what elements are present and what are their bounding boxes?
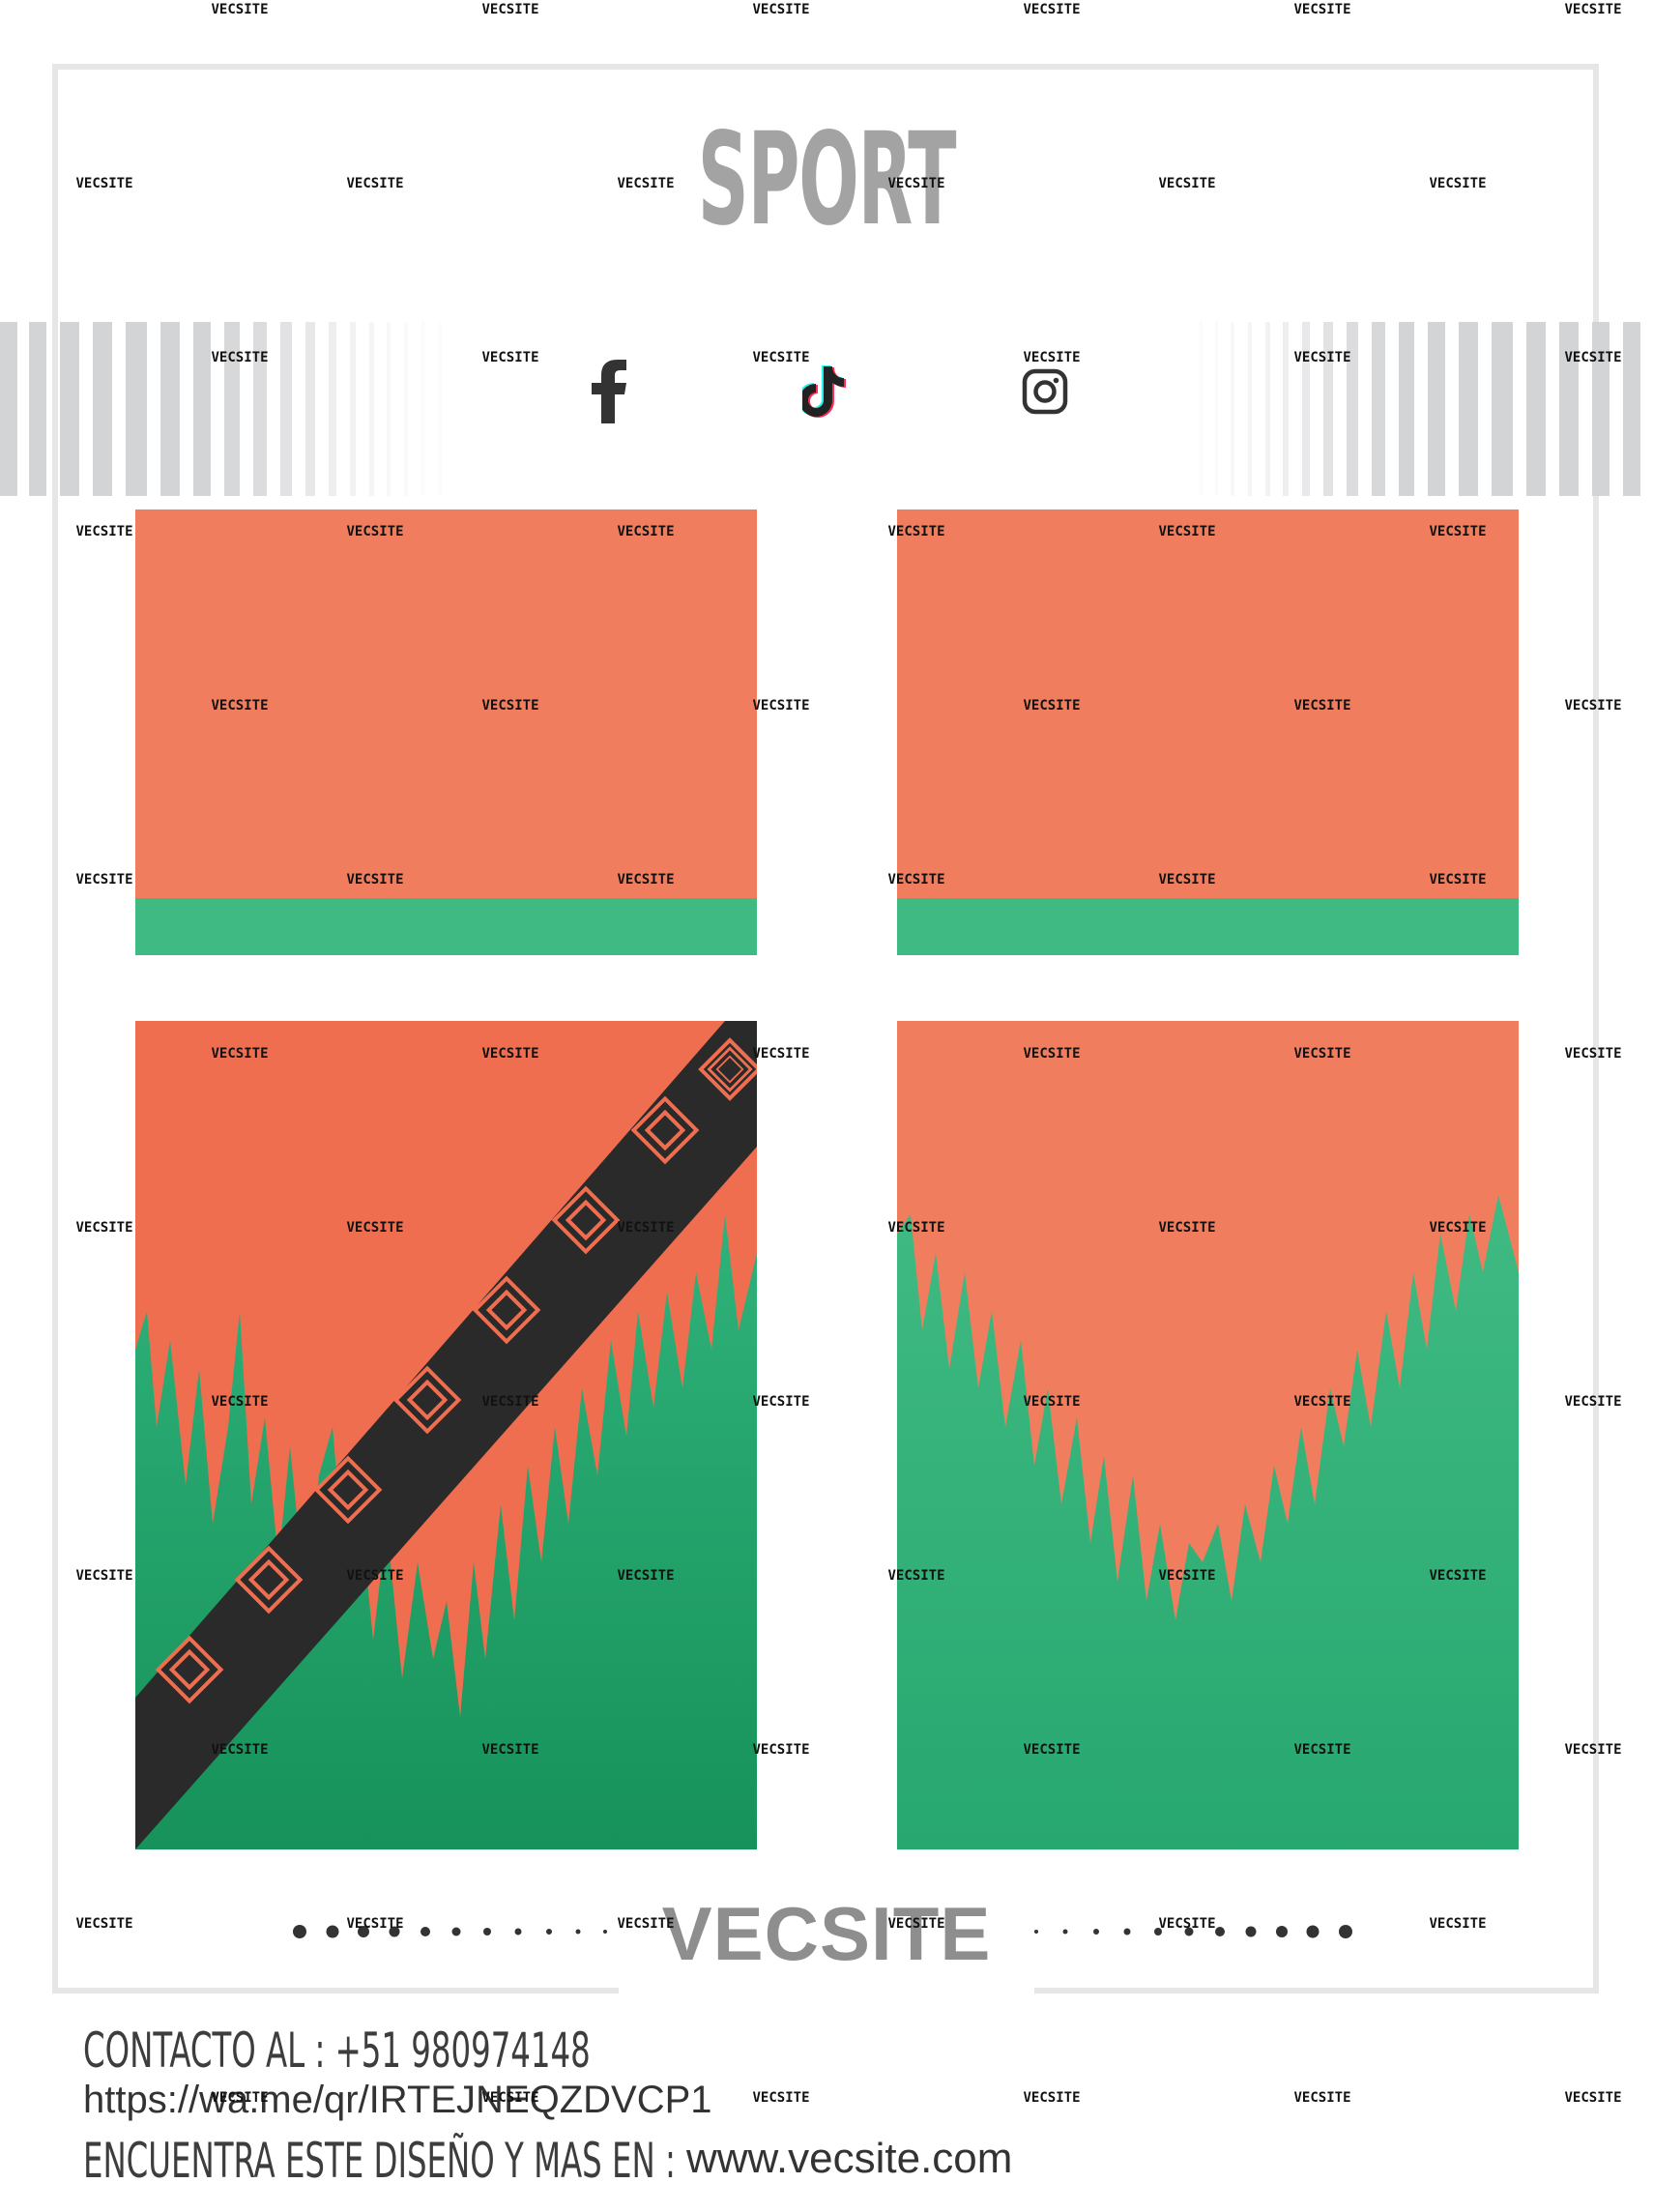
watermark-text: VECSITE	[1293, 2090, 1351, 2106]
find-design-label: ENCUENTRA ESTE DISEÑO Y MAS EN :	[83, 2133, 676, 2189]
page-title: SPORT	[697, 105, 957, 254]
bottom-left-panel	[135, 1021, 757, 1849]
dotted-divider	[293, 1925, 1352, 1938]
top-right-panel	[897, 509, 1519, 955]
watermark-text: VECSITE	[1564, 2090, 1622, 2106]
stripe-band-left	[0, 322, 442, 496]
top-left-panel	[135, 509, 757, 955]
watermark-text: VECSITE	[752, 2, 810, 17]
frame-gap	[619, 1982, 1034, 2001]
watermark-text: VECSITE	[1023, 2090, 1081, 2106]
bottom-right-panel	[897, 1021, 1519, 1849]
stripe-band-right	[1200, 322, 1640, 496]
watermark-text: VECSITE	[1293, 2, 1351, 17]
watermark-text: VECSITE	[481, 2, 539, 17]
watermark-text: VECSITE	[211, 2, 269, 17]
instagram-icon[interactable]	[1011, 358, 1079, 425]
site-link[interactable]: www.vecsite.com	[686, 2135, 1013, 2182]
brand-name: VECSITE	[661, 1891, 992, 1976]
watermark-text: VECSITE	[1023, 2, 1081, 17]
whatsapp-link[interactable]: https://wa.me/qr/IRTEJNEQZDVCP1	[83, 2079, 712, 2121]
watermark-text: VECSITE	[1564, 2, 1622, 17]
contact-phone: CONTACTO AL : +51 980974148	[83, 2023, 591, 2079]
facebook-icon[interactable]	[575, 358, 643, 425]
tiktok-icon[interactable]	[794, 358, 861, 425]
watermark-text: VECSITE	[752, 2090, 810, 2106]
